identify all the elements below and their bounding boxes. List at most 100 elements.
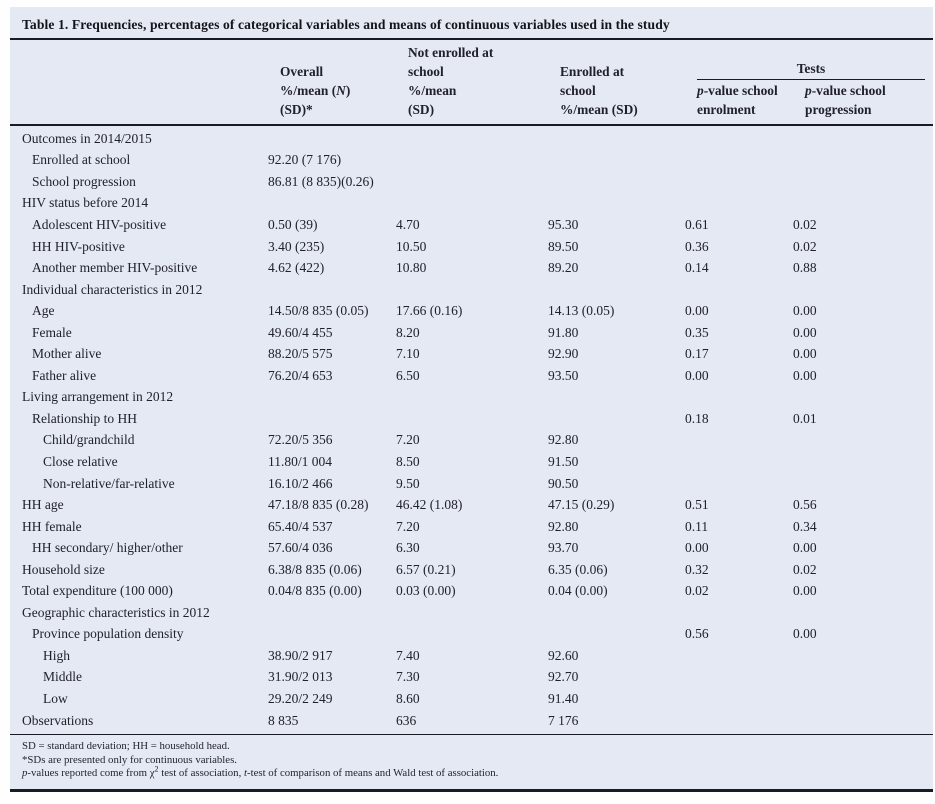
table-title: Table 1. Frequencies, percentages of cat…	[22, 17, 670, 32]
row-label: Adolescent HIV-positive	[32, 216, 167, 232]
row-value: 46.42 (1.08)	[396, 497, 463, 513]
table-row: HH age 47.18/8 835 (0.28) 46.42 (1.08) 47.1…	[22, 494, 925, 516]
row-value: 7.20	[396, 518, 420, 534]
row-label: Outcomes in 2014/2015	[22, 130, 152, 146]
row-label: Observations	[22, 712, 94, 728]
row-value: 92.90	[548, 346, 579, 362]
row-label: Mother alive	[32, 346, 102, 362]
row-label: Living arrangement in 2012	[22, 389, 174, 405]
table-row: High 38.90/2 917 7.40 92.60	[22, 645, 925, 667]
header-tests-label: Tests	[697, 59, 925, 80]
row-value: 0.02	[793, 216, 817, 232]
row-value: 49.60/4 455	[268, 324, 333, 340]
row-value: 92.20 (7 176)	[268, 152, 342, 168]
row-value: 0.32	[685, 561, 709, 577]
row-value: 0.50 (39)	[268, 216, 318, 232]
header-enrolled-line3: %/mean (SD)	[560, 102, 638, 117]
italic-p: p	[697, 83, 704, 98]
row-label: Child/grandchild	[43, 432, 135, 448]
header-not-enrolled: Not enrolled at school %/mean (SD)	[408, 43, 560, 119]
row-value: 10.80	[396, 260, 427, 276]
row-value: 7 176	[548, 712, 579, 728]
table-row: Close relative 11.80/1 004 8.50 91.50	[22, 451, 925, 473]
table-row: Geographic characteristics in 2012	[22, 602, 925, 624]
header-pvalue-progression: p-value school progression	[805, 83, 886, 117]
row-value: 47.18/8 835 (0.28)	[268, 497, 369, 513]
row-value: 0.00	[685, 540, 709, 556]
row-value: 14.50/8 835 (0.05)	[268, 303, 369, 319]
table-row: Enrolled at school 92.20 (7 176)	[22, 150, 925, 172]
row-value: 0.18	[685, 410, 709, 426]
row-value: 4.70	[396, 216, 420, 232]
table-row: Living arrangement in 2012	[22, 387, 925, 409]
italic-p: p	[805, 83, 812, 98]
row-value: 6.57 (0.21)	[396, 561, 456, 577]
table-row: Adolescent HIV-positive 0.50 (39) 4.70 95.3…	[22, 214, 925, 236]
header-enrolled-line2: school	[560, 83, 596, 98]
row-label: Individual characteristics in 2012	[22, 281, 203, 297]
footnote-pvalue-note: p-values reported come from χ2 test of a…	[22, 764, 499, 780]
footnote-divider	[10, 734, 933, 736]
table-row: Individual characteristics in 2012	[22, 279, 925, 301]
row-value: 8.60	[396, 690, 420, 706]
row-value: 65.40/4 537	[268, 518, 333, 534]
row-value: 0.17	[685, 346, 709, 362]
row-label: HH secondary/ higher/other	[32, 540, 183, 556]
row-label: HH female	[22, 518, 82, 534]
row-value: 9.50	[396, 475, 420, 491]
header-tests-group: Tests p-value school enrolment p-value s…	[697, 59, 925, 119]
row-value: 29.20/2 249	[268, 690, 333, 706]
row-value: 0.56	[793, 497, 817, 513]
row-value: 0.00	[685, 367, 709, 383]
footnote-abbreviations: SD = standard deviation; HH = household …	[22, 740, 230, 753]
row-label: Non-relative/far-relative	[43, 475, 175, 491]
row-value: 91.80	[548, 324, 579, 340]
row-value: 0.56	[685, 626, 709, 642]
row-value: 0.61	[685, 216, 709, 232]
row-value: 38.90/2 917	[268, 647, 333, 663]
header-pvalue-enrolment: p-value school enrolment	[697, 83, 778, 117]
header-not-enrolled-line1: Not enrolled at	[408, 45, 494, 60]
row-value: 92.60	[548, 647, 579, 663]
table-header: Overall %/mean (N) (SD)* Not enrolled at…	[10, 40, 933, 126]
header-overall-line2: %/mean (N)	[280, 83, 351, 98]
row-value: 0.02	[685, 583, 709, 599]
row-value: 636	[396, 712, 417, 728]
row-value: 0.34	[793, 518, 817, 534]
row-label: Father alive	[32, 367, 97, 383]
row-label: School progression	[32, 173, 136, 189]
table-row: Age 14.50/8 835 (0.05) 17.66 (0.16) 14.13 (…	[22, 300, 925, 322]
row-value: 3.40 (235)	[268, 238, 325, 254]
row-value: 0.11	[685, 518, 709, 534]
row-label: Female	[32, 324, 72, 340]
row-value: 0.03 (0.00)	[396, 583, 456, 599]
row-label: Low	[43, 690, 68, 706]
row-value: 6.38/8 835 (0.06)	[268, 561, 362, 577]
header-not-enrolled-line4: (SD)	[408, 102, 435, 117]
header-not-enrolled-line3: %/mean	[408, 83, 457, 98]
row-value: 0.00	[793, 540, 817, 556]
row-value: 0.01	[793, 410, 817, 426]
row-value: 7.40	[396, 647, 420, 663]
row-value: 0.35	[685, 324, 709, 340]
row-value: 7.20	[396, 432, 420, 448]
row-value: 92.80	[548, 432, 579, 448]
table-row: Another member HIV-positive 4.62 (422) 10.…	[22, 257, 925, 279]
table-row: Father alive 76.20/4 653 6.50 93.50 0.00 0.00	[22, 365, 925, 387]
table-row: School progression 86.81 (8 835)(0.26)	[22, 171, 925, 193]
row-value: 4.62 (422)	[268, 260, 325, 276]
row-value: 91.50	[548, 453, 579, 469]
header-tests-columns: p-value school enrolment p-value school …	[697, 81, 925, 119]
row-value: 76.20/4 653	[268, 367, 333, 383]
row-value: 6.50	[396, 367, 420, 383]
row-value: 6.30	[396, 540, 420, 556]
row-value: 91.40	[548, 690, 579, 706]
row-value: 17.66 (0.16)	[396, 303, 463, 319]
table-row: Observations 8 835 636 7 176	[22, 710, 925, 732]
table-row: Non-relative/far-relative 16.10/2 466 9.50…	[22, 473, 925, 495]
table-row: Relationship to HH 0.18 0.01	[22, 408, 925, 430]
row-label: Age	[32, 303, 55, 319]
row-value: 0.36	[685, 238, 709, 254]
row-value: 0.51	[685, 497, 709, 513]
row-value: 93.70	[548, 540, 579, 556]
